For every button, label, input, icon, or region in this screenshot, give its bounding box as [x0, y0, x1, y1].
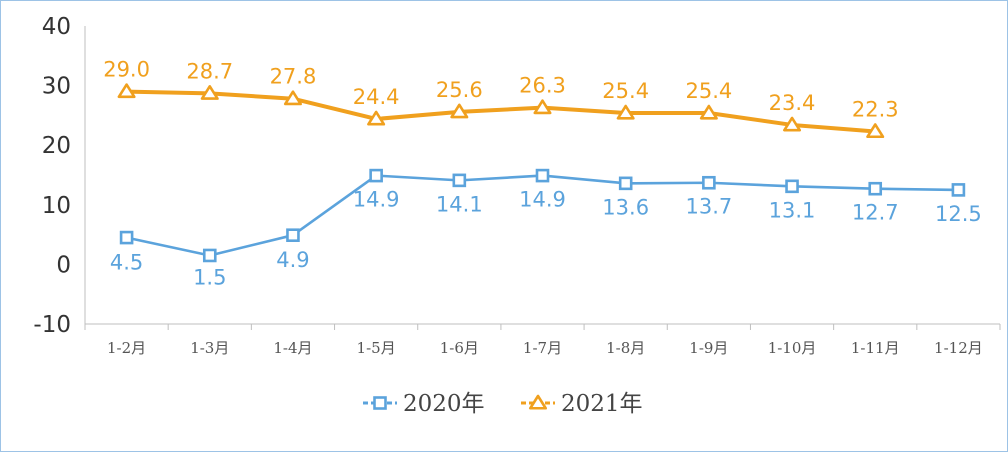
y-tick-label: 30: [42, 74, 71, 100]
triangle-marker: [367, 110, 386, 126]
y-tick-label: 10: [42, 193, 71, 219]
triangle-marker: [783, 116, 802, 132]
data-label: 12.5: [935, 202, 982, 226]
data-label: 29.0: [103, 58, 150, 82]
axes: -10 0 10 20 30 40 1-2月 1-3月 1-4月 1-5月 1-6月 1-7月 1-8月…: [33, 14, 1001, 357]
square-marker: [702, 175, 716, 190]
data-label: 25.4: [602, 79, 649, 103]
triangle-marker: [616, 104, 635, 120]
data-label: 4.5: [110, 251, 143, 275]
square-marker: [618, 176, 633, 191]
square-marker: [785, 179, 799, 194]
square-marker: [119, 230, 134, 245]
data-label: 24.4: [353, 85, 400, 109]
x-tick-label: 1-12月: [934, 339, 983, 357]
x-tick-label: 1-8月: [606, 339, 645, 357]
triangle-marker: [533, 99, 552, 115]
data-label: 25.6: [436, 78, 483, 102]
legend-item-0: 2020年: [363, 391, 485, 417]
legend-item-1: 2021年: [521, 391, 643, 417]
y-tick-label: 40: [42, 14, 71, 40]
data-label: 13.1: [769, 198, 816, 222]
data-label: 13.7: [685, 195, 732, 219]
series-1: [117, 83, 885, 139]
data-label: 12.7: [852, 201, 899, 225]
data-labels: 4.5 1.5 4.9 14.9 14.1 14.9 13.6 13.7 13.1 12.7 12.…: [103, 58, 982, 290]
triangle-marker: [283, 90, 302, 106]
y-tick-label: -10: [33, 312, 71, 338]
y-tick-label: 20: [42, 133, 71, 159]
x-tick-label: 1-11月: [851, 339, 900, 357]
triangle-marker: [866, 123, 885, 139]
triangle-marker: [200, 85, 219, 100]
x-tick-label: 1-10月: [768, 339, 817, 357]
square-marker: [286, 228, 300, 242]
data-label: 1.5: [193, 265, 226, 289]
triangle-marker: [450, 103, 469, 119]
data-label: 28.7: [186, 59, 233, 83]
y-tick-label: 0: [56, 252, 71, 278]
legend: 2020年 2021年: [363, 391, 643, 417]
data-label: 4.9: [276, 248, 309, 272]
data-label: 14.9: [353, 188, 400, 212]
data-label: 23.4: [769, 91, 816, 115]
x-tick-label: 1-3月: [190, 339, 229, 357]
x-tick-label: 1-4月: [273, 339, 312, 357]
triangle-marker: [699, 104, 718, 120]
data-label: 25.4: [685, 79, 732, 103]
legend-label: 2021年: [561, 391, 643, 417]
triangle-marker: [117, 83, 136, 99]
data-label: 27.8: [270, 65, 317, 89]
x-tick-label: 1-6月: [440, 339, 479, 357]
square-marker: [452, 173, 467, 188]
square-marker: [535, 168, 550, 183]
series-line: [126, 89, 876, 134]
x-tick-label: 1-9月: [689, 339, 728, 357]
data-label: 14.9: [519, 188, 566, 212]
data-label: 22.3: [852, 97, 899, 121]
square-marker: [951, 183, 966, 197]
series-0: [119, 168, 966, 263]
legend-square-marker: [373, 396, 387, 410]
data-label: 13.6: [602, 195, 649, 219]
square-marker: [868, 181, 883, 196]
legend-triangle-marker: [528, 394, 548, 410]
square-marker: [202, 248, 217, 263]
square-marker: [369, 168, 383, 183]
x-tick-label: 1-5月: [357, 339, 396, 357]
data-label: 26.3: [519, 74, 566, 98]
x-tick-label: 1-7月: [523, 339, 562, 357]
legend-label: 2020年: [403, 391, 485, 417]
x-tick-label: 1-2月: [107, 339, 146, 357]
data-label: 14.1: [436, 192, 483, 216]
series-layer: [117, 83, 966, 263]
